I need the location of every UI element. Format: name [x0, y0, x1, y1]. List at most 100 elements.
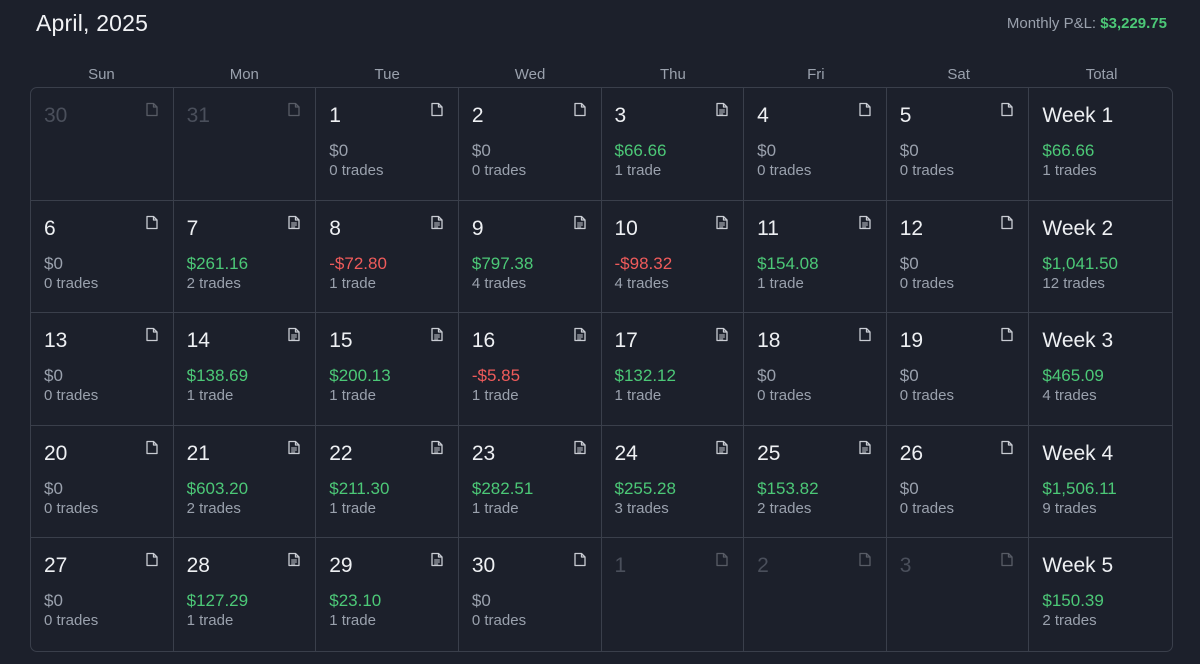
file-icon[interactable]: [1001, 102, 1014, 117]
file-icon[interactable]: [859, 552, 871, 567]
day-cell[interactable]: 28 $127.29 1 trade: [174, 538, 317, 651]
day-cell[interactable]: 14 $138.69 1 trade: [173, 313, 317, 426]
file-icon[interactable]: [431, 102, 443, 117]
day-trade-count: 3 trades: [614, 499, 669, 517]
day-pnl: $0: [329, 141, 349, 160]
day-cell[interactable]: 2: [744, 538, 887, 651]
file-text-icon[interactable]: [431, 215, 443, 230]
day-cell[interactable]: 17 $132.12 1 trade: [601, 313, 745, 426]
day-cell[interactable]: 3: [887, 538, 1030, 651]
file-text-icon[interactable]: [288, 552, 300, 567]
day-number: 19: [899, 329, 924, 353]
file-text-icon[interactable]: [573, 327, 586, 342]
file-text-icon[interactable]: [859, 440, 871, 455]
file-icon[interactable]: [145, 552, 158, 567]
day-cell[interactable]: 18 $0 0 trades: [744, 313, 887, 426]
day-cell[interactable]: 2 $0 0 trades: [458, 88, 602, 201]
file-text-icon[interactable]: [288, 215, 300, 230]
file-icon[interactable]: [145, 440, 158, 455]
file-icon[interactable]: [145, 215, 158, 230]
day-cell[interactable]: 27 $0 0 trades: [31, 538, 174, 651]
day-cell[interactable]: 19 $0 0 trades: [886, 313, 1030, 426]
day-cell[interactable]: 1: [602, 538, 745, 651]
monthly-pnl: Monthly P&L: $3,229.75: [1007, 15, 1167, 32]
file-text-icon[interactable]: [288, 327, 300, 342]
file-text-icon[interactable]: [716, 102, 728, 117]
file-text-icon[interactable]: [859, 215, 871, 230]
day-trade-count: 1 trade: [329, 274, 376, 292]
day-cell[interactable]: 31: [173, 88, 317, 201]
day-number: 17: [614, 329, 638, 353]
file-text-icon[interactable]: [573, 440, 586, 455]
file-icon[interactable]: [716, 552, 728, 567]
day-trade-count: 2 trades: [757, 499, 812, 517]
day-pnl: $0: [899, 366, 919, 386]
day-pnl: $0: [471, 141, 491, 160]
day-cell[interactable]: 16 -$5.85 1 trade: [458, 313, 602, 426]
day-cell[interactable]: 4 $0 0 trades: [744, 88, 887, 201]
day-trade-count: 0 trades: [757, 387, 812, 405]
file-text-icon[interactable]: [716, 215, 728, 230]
file-icon[interactable]: [1001, 327, 1014, 342]
day-cell[interactable]: 30 $0 0 trades: [459, 538, 602, 651]
day-cell[interactable]: 23 $282.51 1 trade: [458, 425, 602, 539]
file-icon[interactable]: [573, 552, 586, 567]
day-cell[interactable]: 11 $154.08 1 trade: [744, 200, 887, 314]
day-trade-count: 0 trades: [899, 274, 954, 292]
day-number: 29: [329, 554, 353, 578]
day-cell[interactable]: 20 $0 0 trades: [31, 425, 174, 539]
day-pnl: $0: [757, 141, 777, 160]
file-icon[interactable]: [1001, 215, 1014, 230]
file-text-icon[interactable]: [431, 327, 443, 342]
day-cell[interactable]: 24 $255.28 3 trades: [601, 425, 745, 539]
day-cell[interactable]: 30: [31, 88, 174, 201]
day-cell[interactable]: 6 $0 0 trades: [31, 200, 174, 314]
week-trade-count: 12 trades: [1042, 274, 1105, 292]
file-icon[interactable]: [859, 102, 871, 117]
day-cell[interactable]: 22 $211.30 1 trade: [316, 425, 459, 539]
week-label: Week 3: [1042, 329, 1114, 353]
day-cell[interactable]: 21 $603.20 2 trades: [173, 425, 317, 539]
file-text-icon[interactable]: [288, 440, 300, 455]
day-number: 6: [44, 216, 56, 240]
day-pnl: $261.16: [186, 253, 249, 273]
day-pnl: $0: [899, 478, 919, 498]
day-number: 2: [757, 554, 769, 578]
file-icon[interactable]: [145, 102, 158, 117]
day-cell[interactable]: 29 $23.10 1 trade: [316, 538, 459, 651]
file-icon[interactable]: [288, 102, 300, 117]
day-trade-count: 1 trade: [471, 499, 519, 517]
day-cell[interactable]: 25 $153.82 2 trades: [744, 425, 887, 539]
file-icon[interactable]: [1001, 552, 1014, 567]
day-cell[interactable]: 10 -$98.32 4 trades: [601, 200, 745, 314]
day-pnl: $0: [44, 253, 63, 273]
day-cell[interactable]: 1 $0 0 trades: [316, 88, 459, 201]
day-cell[interactable]: 3 $66.66 1 trade: [601, 88, 745, 201]
file-text-icon[interactable]: [431, 552, 443, 567]
day-cell[interactable]: 12 $0 0 trades: [886, 200, 1030, 314]
day-trade-count: 0 trades: [44, 387, 99, 405]
day-trade-count: 0 trades: [899, 499, 954, 517]
day-cell[interactable]: 8 -$72.80 1 trade: [316, 200, 459, 314]
file-icon[interactable]: [145, 327, 158, 342]
file-text-icon[interactable]: [431, 440, 443, 455]
day-cell[interactable]: 7 $261.16 2 trades: [173, 200, 317, 314]
file-icon[interactable]: [859, 327, 871, 342]
day-number: 27: [44, 554, 68, 578]
file-text-icon[interactable]: [716, 327, 728, 342]
file-text-icon[interactable]: [716, 440, 728, 455]
day-cell[interactable]: 26 $0 0 trades: [886, 425, 1030, 539]
day-cell[interactable]: 15 $200.13 1 trade: [316, 313, 459, 426]
day-cell[interactable]: 5 $0 0 trades: [886, 88, 1030, 201]
file-text-icon[interactable]: [573, 215, 586, 230]
file-icon[interactable]: [1001, 440, 1014, 455]
week-label: Week 5: [1042, 554, 1114, 578]
day-number: 14: [186, 329, 210, 353]
file-icon[interactable]: [573, 102, 586, 117]
day-cell[interactable]: 13 $0 0 trades: [31, 313, 174, 426]
day-cell[interactable]: 9 $797.38 4 trades: [458, 200, 602, 314]
day-number: 21: [186, 441, 210, 465]
day-number: 10: [614, 216, 638, 240]
day-trade-count: 4 trades: [471, 274, 527, 292]
day-number: 5: [899, 104, 912, 127]
